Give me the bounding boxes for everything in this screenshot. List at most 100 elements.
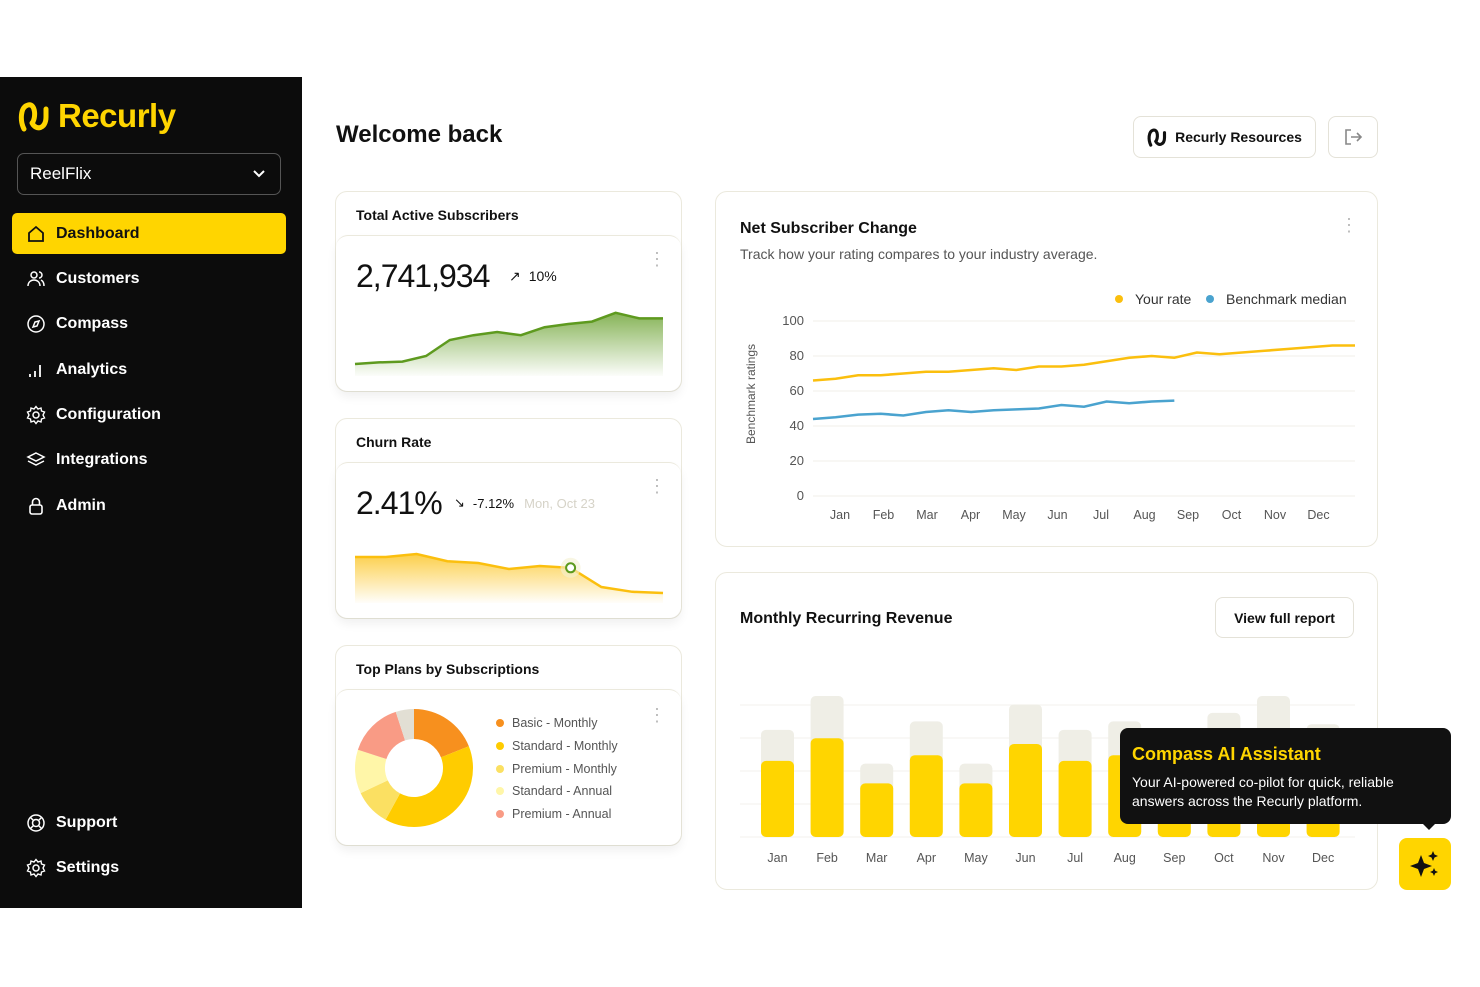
bar-value[interactable]: [1009, 743, 1042, 837]
donut-slice[interactable]: [385, 746, 473, 827]
x-tick-label: Aug: [1114, 851, 1136, 865]
recurly-logo[interactable]: Recurly: [18, 97, 176, 135]
legend-dot: [496, 742, 504, 751]
x-tick-label: Aug: [1133, 508, 1155, 522]
x-tick-label: Apr: [917, 851, 936, 865]
x-tick-label: Jun: [1047, 508, 1067, 522]
sidebar-item-configuration[interactable]: Configuration: [12, 394, 286, 435]
sidebar-item-compass[interactable]: Compass: [12, 303, 286, 344]
logout-icon: [1345, 129, 1363, 145]
sidebar-item-admin[interactable]: Admin: [12, 485, 286, 526]
donut-slice[interactable]: [357, 711, 406, 760]
sidebar-item-label: Compass: [56, 314, 129, 332]
card-title: Monthly Recurring Revenue: [740, 610, 953, 627]
recurly-resources-button[interactable]: Recurly Resources: [1133, 116, 1316, 158]
churn-sparkline: [355, 552, 664, 603]
highlight-point[interactable]: [565, 562, 577, 574]
sidebar-item-integrations[interactable]: Integrations: [12, 439, 286, 480]
sidebar-item-support[interactable]: Support: [12, 802, 286, 843]
lock-icon: [29, 497, 43, 515]
x-tick-label: Nov: [1264, 508, 1287, 522]
y-tick-label: 60: [790, 383, 804, 398]
legend-label: Standard - Monthly: [512, 739, 618, 754]
donut-slice[interactable]: [414, 709, 469, 758]
x-tick-label: Jul: [1093, 508, 1109, 522]
brand-name: Recurly: [58, 97, 176, 134]
sidebar-item-label: Configuration: [56, 405, 161, 423]
x-tick-label: Dec: [1312, 851, 1334, 865]
legend-label: Basic - Monthly: [512, 716, 598, 731]
sidebar-item-customers[interactable]: Customers: [12, 258, 286, 299]
account-select[interactable]: ReelFlix: [17, 153, 281, 195]
net-subscriber-change-card: Net Subscriber Change Track how your rat…: [715, 191, 1378, 547]
compass-icon: [27, 314, 45, 333]
donut-slice[interactable]: [360, 780, 401, 820]
donut-slice[interactable]: [395, 709, 414, 741]
y-axis-label: Benchmark ratings: [744, 344, 758, 444]
sidebar-item-dashboard[interactable]: Dashboard: [12, 213, 286, 254]
lifebuoy-icon: [27, 813, 45, 832]
sidebar-item-analytics[interactable]: Analytics: [12, 349, 286, 390]
card-title: Churn Rate: [356, 434, 432, 450]
sidebar-item-label: Admin: [56, 496, 106, 514]
arrow-down-right-icon: ↘: [454, 495, 465, 510]
bar-value[interactable]: [810, 738, 844, 837]
churn-date: Mon, Oct 23: [524, 495, 595, 511]
legend-label: Premium - Monthly: [512, 761, 617, 776]
legend-dot: [496, 764, 504, 773]
more-options-icon[interactable]: ⋮: [648, 476, 666, 496]
legend-item: Basic - Monthly: [496, 712, 618, 735]
donut-slice[interactable]: [355, 749, 388, 794]
bar-value[interactable]: [761, 760, 794, 837]
compass-ai-button[interactable]: [1399, 838, 1451, 890]
view-full-report-button[interactable]: View full report: [1215, 597, 1354, 638]
y-tick-label: 0: [797, 488, 804, 503]
x-tick-label: Feb: [816, 851, 838, 865]
card-subtitle: Track how your rating compares to your i…: [740, 246, 1098, 262]
logout-button[interactable]: [1328, 116, 1378, 158]
subscribers-sparkline: [354, 311, 663, 376]
tooltip-body: Your AI-powered co-pilot for quick, reli…: [1132, 774, 1394, 809]
x-tick-label: Mar: [866, 851, 888, 865]
bar-value[interactable]: [909, 755, 943, 837]
legend-dot: [496, 719, 504, 728]
sparkline-area: [355, 312, 663, 376]
sidebar-item-label: Integrations: [56, 450, 148, 468]
sparkline-line: [355, 552, 664, 595]
sidebar-item-label: Analytics: [56, 360, 128, 378]
bar-chart-icon: [29, 364, 41, 377]
chevron-down-icon: [253, 170, 265, 178]
bar-value[interactable]: [1058, 760, 1092, 837]
legend-label: Your rate: [1135, 291, 1192, 307]
legend-item: Standard - Annual: [496, 780, 618, 803]
legend-item: Premium - Monthly: [496, 757, 618, 780]
legend-dot: [496, 810, 504, 819]
resources-label: Recurly Resources: [1175, 129, 1302, 145]
sidebar-item-settings[interactable]: Settings: [12, 847, 286, 888]
page-title: Welcome back: [336, 121, 503, 148]
churn-card: Churn Rate 2.41% ↘ -7.12% Mon, Oct 23 ⋮: [335, 418, 682, 619]
more-options-icon[interactable]: ⋮: [648, 705, 666, 725]
x-tick-label: Jul: [1067, 851, 1083, 865]
subscribers-card: Total Active Subscribers 2,741,934 ↗ 10% …: [335, 191, 682, 392]
bar-value[interactable]: [860, 783, 894, 837]
legend-dot: [1115, 295, 1123, 303]
card-title: Top Plans by Subscriptions: [356, 661, 540, 677]
legend-item: Premium - Annual: [496, 803, 618, 826]
more-options-icon[interactable]: ⋮: [648, 249, 666, 269]
change-value: 10%: [528, 268, 557, 284]
y-tick-label: 100: [782, 313, 804, 328]
legend-item: Standard - Monthly: [496, 735, 618, 758]
x-tick-label: Mar: [916, 508, 938, 522]
account-name: ReelFlix: [30, 164, 92, 183]
legend-dot: [1206, 295, 1214, 303]
legend-label: Benchmark median: [1226, 291, 1347, 307]
sparkline-line: [354, 311, 663, 366]
compass-ai-tooltip: Compass AI Assistant Your AI-powered co-…: [1120, 728, 1451, 830]
legend-label: Standard - Annual: [512, 784, 613, 799]
x-tick-label: Feb: [873, 508, 895, 522]
tooltip-title: Compass AI Assistant: [1132, 744, 1321, 764]
bar-value[interactable]: [959, 783, 993, 837]
legend-label: Premium - Annual: [512, 807, 612, 822]
x-tick-label: Apr: [961, 508, 980, 522]
